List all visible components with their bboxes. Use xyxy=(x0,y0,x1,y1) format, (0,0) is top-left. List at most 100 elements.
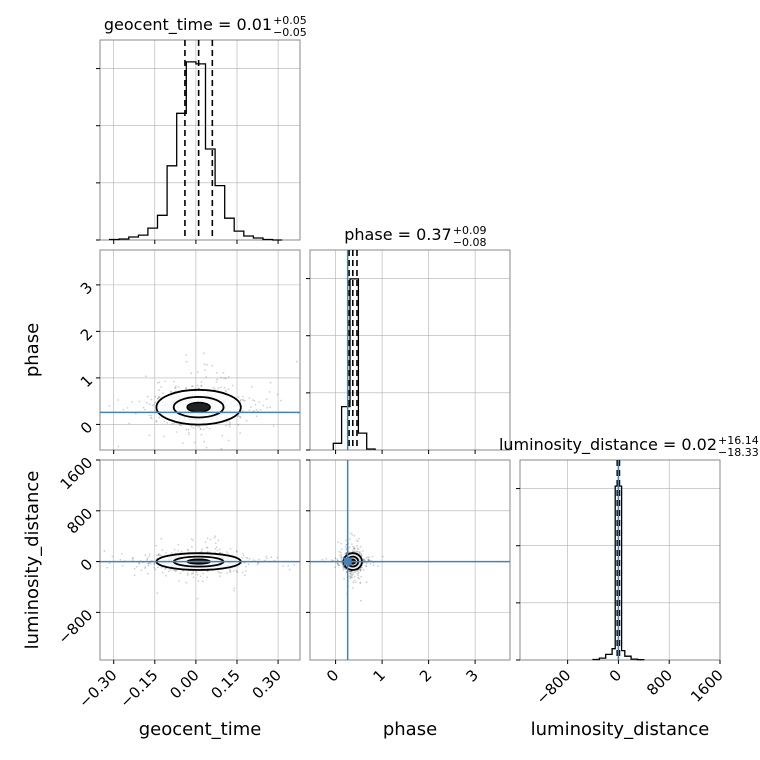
scatter-point xyxy=(157,566,160,569)
scatter-point xyxy=(359,599,362,602)
xtick-label: 0.30 xyxy=(249,666,285,702)
scatter-point xyxy=(337,564,340,567)
scatter-point xyxy=(122,408,125,411)
xlabel-phase: phase xyxy=(383,719,437,740)
scatter-point xyxy=(192,427,195,429)
scatter-point xyxy=(351,533,354,536)
scatter-point xyxy=(167,462,169,464)
scatter-point xyxy=(214,547,217,550)
scatter-point xyxy=(353,534,356,537)
scatter-point xyxy=(160,537,163,540)
scatter-point xyxy=(340,561,343,564)
scatter-point xyxy=(311,399,313,401)
scatter-point xyxy=(252,559,255,561)
scatter-point xyxy=(349,570,352,573)
scatter-point xyxy=(150,417,153,420)
scatter-point xyxy=(187,549,190,552)
scatter-point xyxy=(250,385,253,388)
scatter-point xyxy=(201,548,204,551)
scatter-point xyxy=(381,555,384,558)
scatter-point xyxy=(148,555,150,558)
scatter-point xyxy=(360,575,363,578)
scatter-point xyxy=(157,397,160,399)
scatter-point xyxy=(350,573,353,576)
pair-samples-phase-luminosity_distance xyxy=(310,460,510,660)
scatter-point xyxy=(220,386,222,389)
scatter-point xyxy=(256,563,259,566)
scatter-point xyxy=(225,390,228,393)
scatter-point xyxy=(185,354,188,356)
scatter-point xyxy=(96,559,98,561)
scatter-point xyxy=(144,566,147,568)
scatter-point xyxy=(354,571,357,573)
scatter-point xyxy=(173,569,175,572)
scatter-point xyxy=(197,580,200,582)
scatter-point xyxy=(162,435,165,438)
scatter-point xyxy=(206,576,209,579)
scatter-point xyxy=(339,554,341,557)
scatter-point xyxy=(340,558,343,561)
scatter-point xyxy=(155,420,158,422)
scatter-point xyxy=(190,573,193,575)
scatter-point xyxy=(192,572,195,575)
scatter-point xyxy=(231,384,234,387)
scatter-point xyxy=(138,562,141,565)
scatter-point xyxy=(357,548,360,551)
ytick-label: 0 xyxy=(77,555,96,574)
scatter-point xyxy=(95,400,97,402)
hist-title-luminosity_distance: luminosity_distance = 0.02 xyxy=(499,435,717,455)
scatter-point xyxy=(224,389,227,392)
scatter-point xyxy=(229,422,232,425)
scatter-point xyxy=(295,360,298,363)
scatter-point xyxy=(287,564,290,567)
scatter-point xyxy=(258,558,260,561)
scatter-point xyxy=(357,571,360,574)
scatter-point xyxy=(365,581,368,584)
scatter-point xyxy=(265,555,268,558)
scatter-point xyxy=(218,575,221,578)
scatter-point xyxy=(340,548,343,551)
scatter-point xyxy=(342,567,345,570)
scatter-point xyxy=(137,562,140,564)
scatter-point xyxy=(269,381,272,384)
scatter-point xyxy=(239,415,242,418)
scatter-point xyxy=(316,563,318,565)
scatter-point xyxy=(106,566,108,569)
scatter-point xyxy=(226,551,228,553)
scatter-point xyxy=(233,589,236,592)
scatter-point xyxy=(148,434,151,437)
ylabel-luminosity_distance: luminosity_distance xyxy=(22,471,43,650)
scatter-point xyxy=(221,434,224,437)
scatter-point xyxy=(148,414,151,417)
scatter-point xyxy=(163,420,166,423)
scatter-point xyxy=(352,548,355,550)
scatter-point xyxy=(228,423,231,426)
scatter-point xyxy=(270,556,273,559)
scatter-point xyxy=(358,537,360,540)
scatter-point xyxy=(203,363,206,366)
scatter-point xyxy=(226,420,228,423)
scatter-point xyxy=(94,561,96,563)
scatter-point xyxy=(336,562,339,565)
scatter-point xyxy=(248,409,251,411)
scatter-point xyxy=(173,387,176,389)
scatter-point xyxy=(282,565,285,567)
scatter-point xyxy=(359,545,362,548)
pair-samples-geocent_time-luminosity_distance xyxy=(94,535,318,600)
scatter-point xyxy=(153,566,156,569)
scatter-point xyxy=(144,567,146,570)
scatter-point xyxy=(351,571,353,573)
scatter-point xyxy=(208,428,211,430)
scatter-point xyxy=(345,552,348,555)
scatter-point xyxy=(225,424,228,427)
scatter-point xyxy=(358,551,361,553)
scatter-point xyxy=(170,390,172,393)
scatter-point xyxy=(153,563,156,566)
scatter-point xyxy=(353,575,356,578)
scatter-point xyxy=(353,546,356,549)
scatter-point xyxy=(352,587,354,589)
scatter-point xyxy=(213,388,216,391)
scatter-point xyxy=(247,563,250,566)
scatter-point xyxy=(216,378,219,381)
